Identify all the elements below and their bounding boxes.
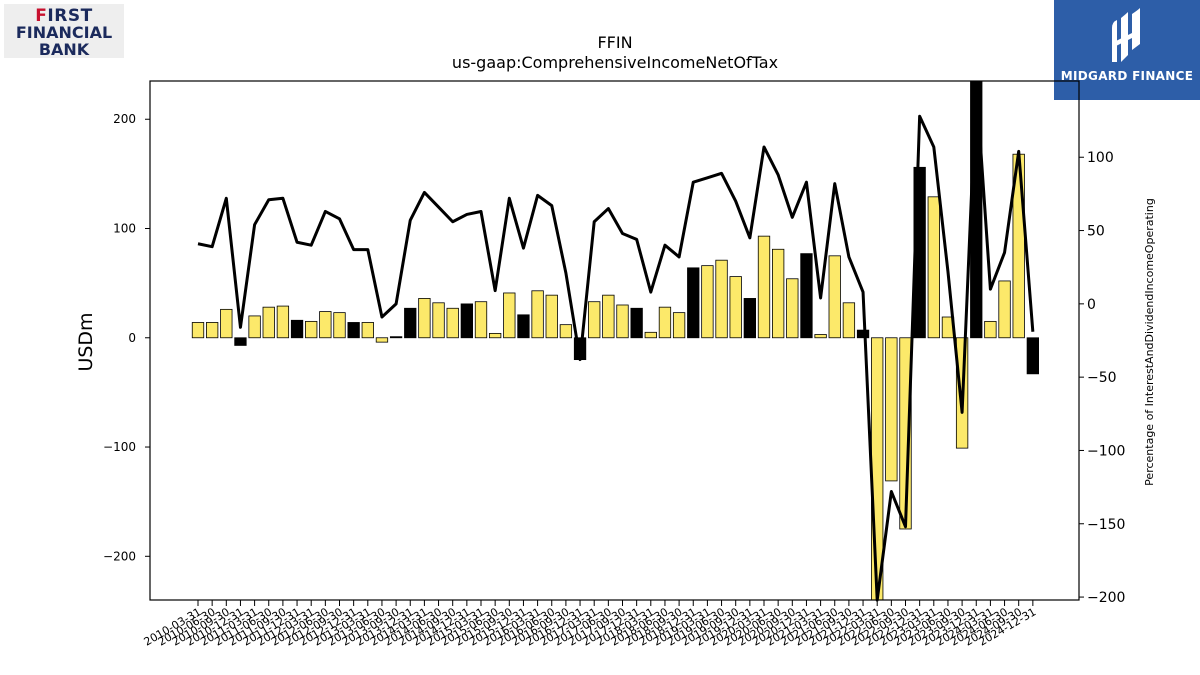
bar-2017-12-31: [630, 307, 643, 339]
y2-axis-label: Percentage of InterestAndDividendIncomeO…: [1143, 198, 1156, 486]
y2-tick-label: 100: [1087, 150, 1114, 166]
bar-2011-06-30: [262, 306, 275, 339]
logo-left-line1-rest: IRST: [47, 6, 93, 26]
y-tick-label: 0: [128, 331, 136, 345]
y-axis-right: −200 −150 −100 −50 0 50 100: [1079, 150, 1125, 606]
bar-2010-03-31: [191, 322, 205, 339]
logo-left-line2: FINANCIAL: [15, 23, 113, 42]
bar-2023-03-31: [927, 196, 940, 339]
bar-2020-03-31: [757, 235, 771, 339]
bar-2024-12-31: [1026, 337, 1039, 375]
bar-2012-03-31: [305, 320, 318, 339]
bar-2017-03-31: [588, 301, 601, 339]
line-layer: [197, 82, 1035, 602]
bar-2021-03-31: [814, 334, 827, 339]
bar-2015-12-31: [517, 314, 530, 339]
bar-2014-03-31: [418, 298, 431, 339]
bars-layer: [191, 80, 1039, 601]
x-axis: 2010-03-312010-06-302010-09-302010-12-31…: [142, 600, 1038, 649]
bar-2015-06-30: [488, 332, 502, 339]
bar-2021-09-30: [842, 302, 856, 339]
bar-2014-06-30: [432, 302, 445, 339]
bar-2013-09-30: [389, 336, 403, 339]
bar-2015-09-30: [503, 292, 516, 339]
y-axis-label: USDm: [75, 312, 97, 371]
bar-2019-12-31: [743, 298, 756, 339]
y-tick-label: −200: [103, 549, 136, 563]
bar-2010-09-30: [220, 308, 233, 339]
bar-2017-06-30: [602, 294, 615, 339]
bar-2014-09-30: [446, 307, 459, 339]
bar-2019-06-30: [715, 259, 728, 339]
bar-2024-03-31: [984, 320, 997, 339]
y-tick-label: 100: [113, 222, 136, 236]
bar-2010-12-31: [234, 337, 247, 346]
y2-tick-label: −200: [1087, 590, 1125, 606]
midgard-finance-text: MIDGARD FINANCE: [1060, 69, 1194, 83]
series-line: [197, 82, 1035, 602]
bar-2020-06-30: [772, 248, 785, 339]
y-tick-label: 200: [113, 112, 136, 126]
bar-2016-06-30: [545, 294, 558, 339]
bar-2014-12-31: [460, 303, 474, 339]
bar-2016-09-30: [559, 324, 573, 339]
logo-left-line1: FIRST: [35, 6, 93, 26]
bar-2021-06-30: [828, 255, 841, 339]
bar-2024-06-30: [998, 280, 1011, 339]
bar-2011-09-30: [276, 305, 290, 339]
y2-tick-label: 0: [1087, 297, 1096, 313]
bar-2022-09-30: [899, 337, 912, 530]
y-tick-label: −100: [103, 440, 136, 454]
bar-2012-09-30: [333, 312, 346, 339]
y2-tick-label: −150: [1087, 517, 1125, 533]
bar-2022-06-30: [885, 337, 898, 482]
midgard-finance-logo: MIDGARD FINANCE: [1054, 0, 1200, 100]
first-financial-bank-logo: FIRST FINANCIAL BANK: [4, 4, 124, 59]
bar-2012-12-31: [347, 322, 360, 339]
bar-2020-12-31: [800, 253, 813, 339]
bar-2013-03-31: [361, 322, 374, 339]
bar-2017-09-30: [616, 304, 629, 339]
bar-2020-09-30: [786, 278, 799, 339]
chart-title: FFIN: [597, 33, 632, 52]
bar-2013-06-30: [375, 337, 389, 343]
y-axis-left: −200 −100 0 100 200: [103, 112, 150, 563]
bar-2013-12-31: [404, 307, 417, 339]
y2-tick-label: −100: [1087, 443, 1125, 459]
bar-2016-03-31: [531, 290, 544, 339]
midgard-emblem-icon: [1112, 8, 1140, 62]
bar-2011-12-31: [290, 319, 304, 339]
bar-2018-12-31: [687, 267, 700, 339]
bar-2018-09-30: [672, 312, 686, 339]
bar-2012-06-30: [319, 311, 332, 339]
y2-tick-label: −50: [1087, 370, 1117, 386]
y2-tick-label: 50: [1087, 224, 1105, 240]
bar-2021-12-31: [856, 329, 870, 339]
bar-2015-03-31: [474, 301, 488, 339]
bar-2011-03-31: [248, 315, 261, 339]
plot-frame: [149, 80, 1080, 601]
chart-subtitle: us-gaap:ComprehensiveIncomeNetOfTax: [452, 53, 778, 72]
logo-left-line3: BANK: [38, 40, 90, 59]
bar-2018-06-30: [658, 306, 672, 339]
bar-2018-03-31: [644, 331, 657, 339]
bar-2019-09-30: [729, 276, 742, 339]
bar-2019-03-31: [701, 265, 714, 339]
bar-2010-06-30: [205, 322, 219, 339]
